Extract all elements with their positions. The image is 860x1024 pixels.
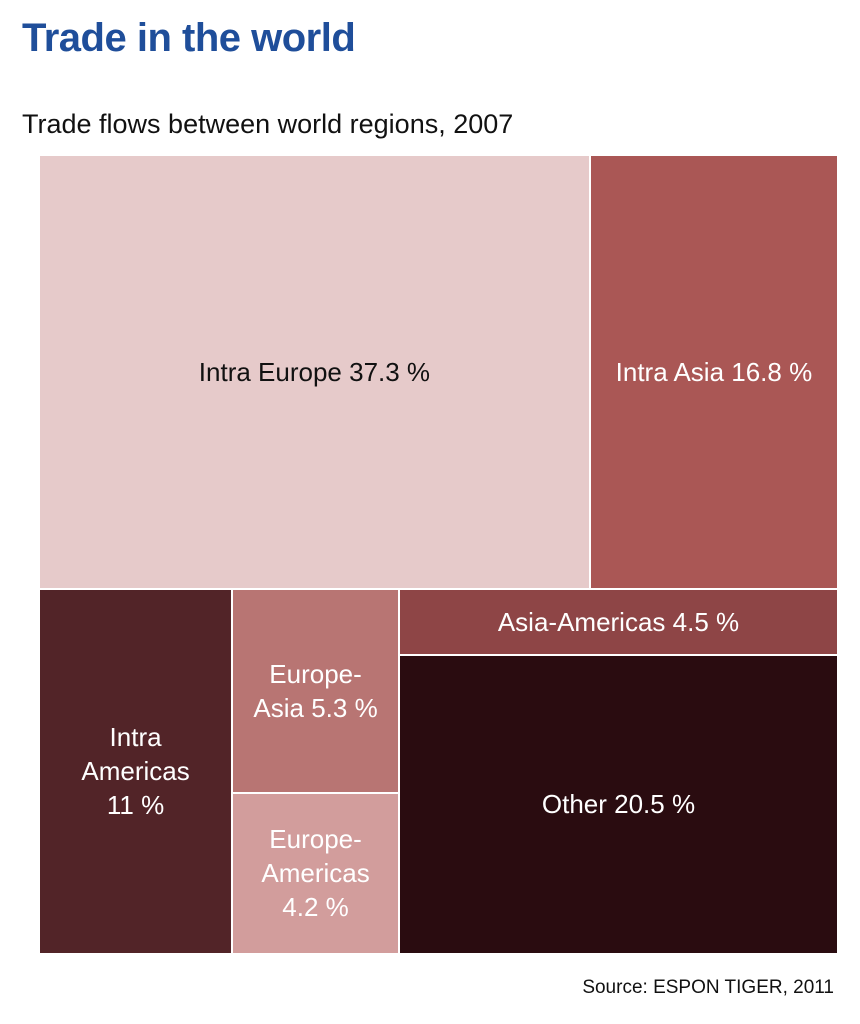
cell-intra-americas: Intra Americas 11 %: [39, 588, 233, 954]
cell-label: Intra Americas 11 %: [81, 722, 190, 821]
treemap-chart: Intra Europe 37.3 % Intra Asia 16.8 % Intr…: [39, 155, 838, 954]
cell-label: Europe- Asia 5.3 %: [253, 658, 378, 723]
cell-label: Intra Europe 37.3 %: [198, 356, 431, 387]
cell-label: Europe- Americas 4.2 %: [261, 824, 370, 923]
cell-intra-europe: Intra Europe 37.3 %: [39, 155, 590, 589]
cell-label: Asia-Americas 4.5 %: [497, 606, 740, 637]
cell-label: Intra Asia 16.8 %: [615, 356, 813, 387]
cell-europe-americas: Europe- Americas 4.2 %: [232, 792, 399, 954]
page-title: Trade in the world: [22, 16, 356, 60]
cell-other: Other 20.5 %: [398, 654, 838, 954]
cell-label: Other 20.5 %: [541, 789, 696, 820]
source-note: Source: ESPON TIGER, 2011: [582, 977, 834, 998]
cell-europe-asia: Europe- Asia 5.3 %: [232, 588, 399, 793]
chart-subtitle: Trade flows between world regions, 2007: [22, 109, 514, 139]
cell-intra-asia: Intra Asia 16.8 %: [589, 155, 838, 589]
cell-asia-americas: Asia-Americas 4.5 %: [398, 588, 838, 655]
